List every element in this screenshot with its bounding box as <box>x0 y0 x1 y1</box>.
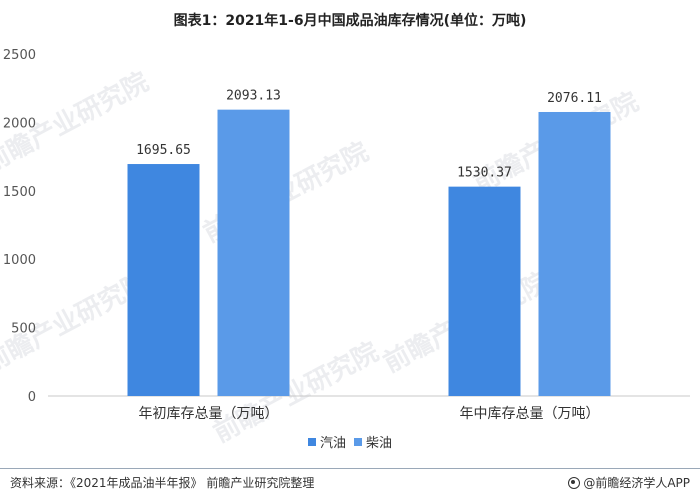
legend-label: 柴油 <box>366 436 393 451</box>
bar <box>448 186 521 396</box>
y-axis: 0 500 1000 1500 2000 2500 <box>3 48 36 405</box>
data-label: 2093.13 <box>226 89 281 104</box>
y-tick-label: 2500 <box>3 48 36 63</box>
y-tick-label: 500 <box>11 322 36 337</box>
y-tick-label: 2000 <box>3 116 36 131</box>
legend-label: 汽油 <box>319 436 346 451</box>
legend: 汽油 柴油 <box>0 432 700 451</box>
bar <box>217 109 290 396</box>
footer-divider <box>0 468 700 469</box>
footer-source: 资料来源：《2021年成品油半年报》 前瞻产业研究院整理 <box>10 476 315 490</box>
y-tick-label: 1000 <box>3 253 36 268</box>
legend-item: 柴油 <box>354 432 392 451</box>
chart-title: 图表1：2021年1-6月中国成品油库存情况(单位：万吨) <box>173 13 527 29</box>
y-tick-label: 1500 <box>3 185 36 200</box>
footer-brand-text: @前瞻经济学人APP <box>583 476 690 490</box>
data-label: 1695.65 <box>136 143 191 158</box>
data-label: 2076.11 <box>547 91 602 106</box>
bar <box>538 111 611 396</box>
brand-logo-icon <box>568 476 581 489</box>
legend-swatch <box>354 437 362 446</box>
data-label: 1530.37 <box>457 166 512 181</box>
bar <box>127 164 200 396</box>
data-labels: 1695.65 2093.13 1530.37 2076.11 <box>136 89 602 181</box>
legend-swatch <box>307 437 316 446</box>
footer-brand: @前瞻经济学人APP <box>568 474 690 491</box>
y-tick-label: 0 <box>28 390 36 405</box>
x-tick-label: 年初库存总量（万吨） <box>139 405 279 422</box>
legend-item: 汽油 <box>307 432 346 451</box>
bars <box>127 109 611 396</box>
x-tick-label: 年中库存总量（万吨） <box>460 406 600 422</box>
x-axis: 年初库存总量（万吨） 年中库存总量（万吨） <box>139 405 600 422</box>
